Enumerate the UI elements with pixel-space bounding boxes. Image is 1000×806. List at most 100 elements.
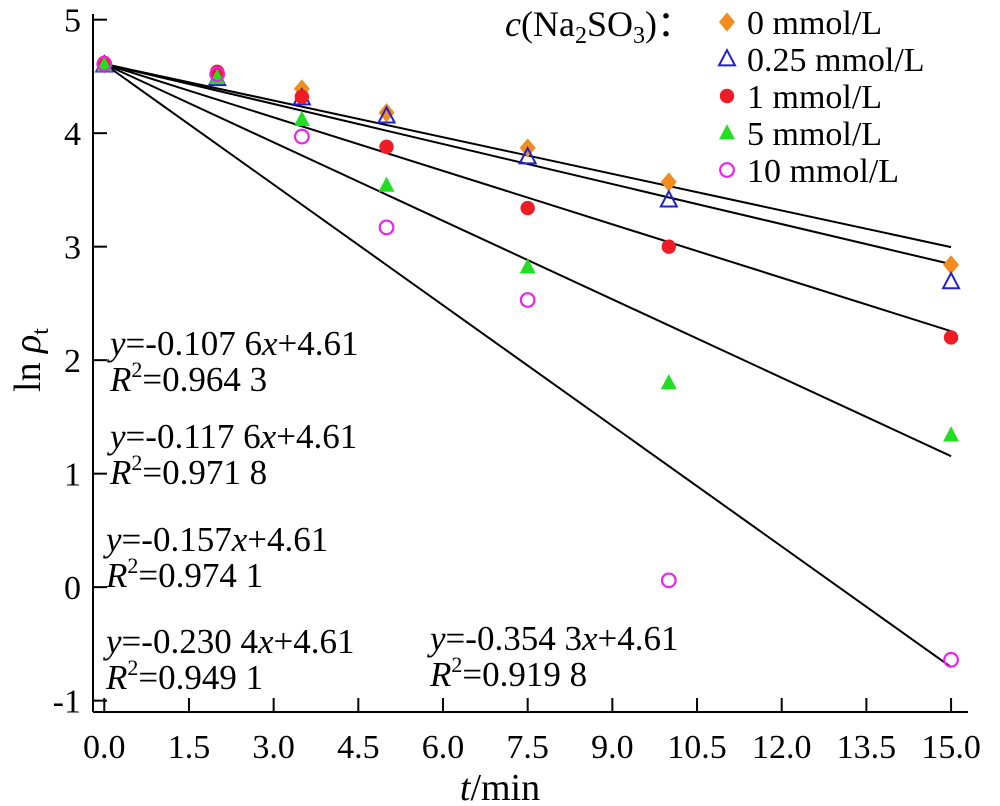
x-tick-label: 3.0 xyxy=(252,729,295,766)
data-point xyxy=(378,103,395,123)
fit-equation: y=-0.117 6x+4.61 xyxy=(107,417,357,456)
x-tick-label: 7.5 xyxy=(506,729,549,766)
legend-marker xyxy=(719,12,735,32)
text-span: +4.61 xyxy=(247,520,328,559)
text-span: y xyxy=(103,520,122,559)
y-tick-label: 1 xyxy=(64,457,81,494)
text-span: 2 xyxy=(127,655,138,680)
text-span: t xyxy=(28,328,54,335)
text-span: 3 xyxy=(633,23,645,49)
text-span: x xyxy=(260,417,277,456)
text-span: y xyxy=(103,622,122,661)
text-span: +4.61 xyxy=(276,417,357,456)
data-point xyxy=(659,189,679,208)
legend-label: 1 mmol/L xyxy=(747,79,882,116)
text-span: +4.61 xyxy=(598,619,679,658)
y-tick-label: -1 xyxy=(53,684,81,721)
x-tick-label: 13.5 xyxy=(837,729,897,766)
x-tick-label: 4.5 xyxy=(337,729,380,766)
data-point xyxy=(661,239,677,254)
x-tick-label: 6.0 xyxy=(422,729,465,766)
text-span: =-0.230 4 xyxy=(122,622,258,661)
text-span: 2 xyxy=(127,553,138,578)
legend-label: 0.25 mmol/L xyxy=(747,42,925,79)
text-span: =0.919 8 xyxy=(462,655,587,694)
text-span: R xyxy=(105,658,127,697)
data-point xyxy=(660,172,677,192)
text-span: =-0.107 6 xyxy=(126,324,262,363)
text-span: +4.61 xyxy=(278,324,359,363)
data-point xyxy=(378,176,395,192)
legend-title: c(Na2SO3)： xyxy=(505,4,693,49)
r-squared: R2=0.974 1 xyxy=(105,553,263,595)
legend-marker xyxy=(719,88,735,104)
text-span: y xyxy=(107,324,126,363)
legend-label: 5 mmol/L xyxy=(747,116,882,153)
legend-label: 10 mmol/L xyxy=(747,153,899,190)
text-span: SO xyxy=(587,4,633,44)
data-point xyxy=(379,139,394,154)
data-point xyxy=(941,270,961,290)
text-span: R xyxy=(109,453,131,492)
data-point xyxy=(96,56,113,72)
y-tick-label: 5 xyxy=(64,3,81,40)
x-tick-label: 12.0 xyxy=(752,729,812,766)
data-point xyxy=(293,110,310,126)
y-tick-label: 2 xyxy=(64,343,81,380)
text-span: =0.949 1 xyxy=(138,658,263,697)
data-point xyxy=(209,66,226,83)
data-point xyxy=(520,200,535,216)
legend-label: 0 mmol/L xyxy=(747,5,882,42)
fit-equation: y=-0.107 6x+4.61 xyxy=(107,324,359,363)
legend-marker xyxy=(719,162,735,178)
text-span: =0.971 8 xyxy=(142,453,267,492)
data-point xyxy=(376,105,397,124)
x-tick-label: 15.0 xyxy=(921,729,981,766)
y-tick-label: 3 xyxy=(64,230,81,267)
data-point xyxy=(293,128,310,145)
x-axis-title: t/min xyxy=(460,767,540,806)
fit-equation: y=-0.157x+4.61 xyxy=(103,520,328,559)
r-squared: R2=0.971 8 xyxy=(109,450,267,492)
text-span: =-0.117 6 xyxy=(126,417,261,456)
legend: c(Na2SO3)： 0 mmol/L0.25 mmol/L1 mmol/L5 m… xyxy=(505,4,925,190)
text-span: 2 xyxy=(131,450,142,475)
data-point xyxy=(519,292,536,308)
text-span: x xyxy=(261,324,278,363)
legend-marker xyxy=(717,48,737,67)
r-squared: R2=0.949 1 xyxy=(105,655,263,697)
data-point xyxy=(96,56,113,72)
text-span: /min xyxy=(470,767,540,806)
data-point xyxy=(943,330,959,345)
text-span: x xyxy=(231,520,248,559)
text-span: =0.974 1 xyxy=(138,556,263,595)
data-point xyxy=(660,374,677,390)
r-squared: R2=0.919 8 xyxy=(429,652,587,694)
text-span: 2 xyxy=(575,23,587,49)
data-point xyxy=(660,572,677,589)
data-point xyxy=(518,146,538,165)
data-point xyxy=(943,651,959,668)
axes: 0.0 1.5 3.0 4.5 6.0 7.5 9.0 10.5 12.0 13.5 15.0 -1 0… xyxy=(7,3,981,806)
text-span: y xyxy=(427,619,446,658)
text-span: ρ xyxy=(7,335,49,354)
x-tick-label: 1.5 xyxy=(168,729,211,766)
r-squared: R2=0.964 3 xyxy=(109,357,267,399)
text-span: x xyxy=(581,619,598,658)
text-span: +4.61 xyxy=(274,622,355,661)
fit-line xyxy=(103,62,952,333)
fit-equation: y=-0.230 4x+4.61 xyxy=(103,622,355,661)
y-tick-label: 0 xyxy=(64,570,81,607)
text-span: x xyxy=(257,622,274,661)
text-span: R xyxy=(109,360,131,399)
text-span: 2 xyxy=(451,652,462,677)
y-axis-title: ln ρt xyxy=(7,328,54,392)
legend-marker xyxy=(719,124,735,140)
data-markers xyxy=(94,54,961,668)
data-point xyxy=(943,426,960,442)
text-span: =-0.354 3 xyxy=(446,619,582,658)
text-span: R xyxy=(105,556,127,595)
text-span: R xyxy=(429,655,451,694)
text-span: c xyxy=(505,4,521,44)
